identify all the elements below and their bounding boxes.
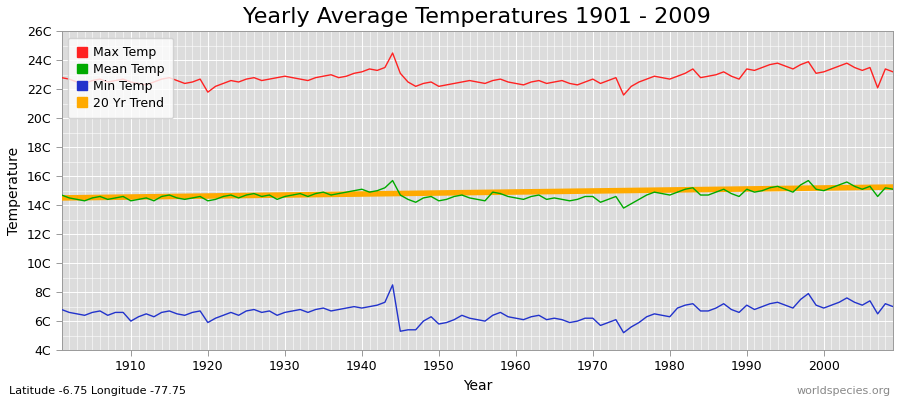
Legend: Max Temp, Mean Temp, Min Temp, 20 Yr Trend: Max Temp, Mean Temp, Min Temp, 20 Yr Tre… [68,38,173,118]
Title: Yearly Average Temperatures 1901 - 2009: Yearly Average Temperatures 1901 - 2009 [243,7,711,27]
Y-axis label: Temperature: Temperature [7,147,21,235]
Text: Latitude -6.75 Longitude -77.75: Latitude -6.75 Longitude -77.75 [9,386,186,396]
Text: worldspecies.org: worldspecies.org [796,386,891,396]
X-axis label: Year: Year [463,379,492,393]
